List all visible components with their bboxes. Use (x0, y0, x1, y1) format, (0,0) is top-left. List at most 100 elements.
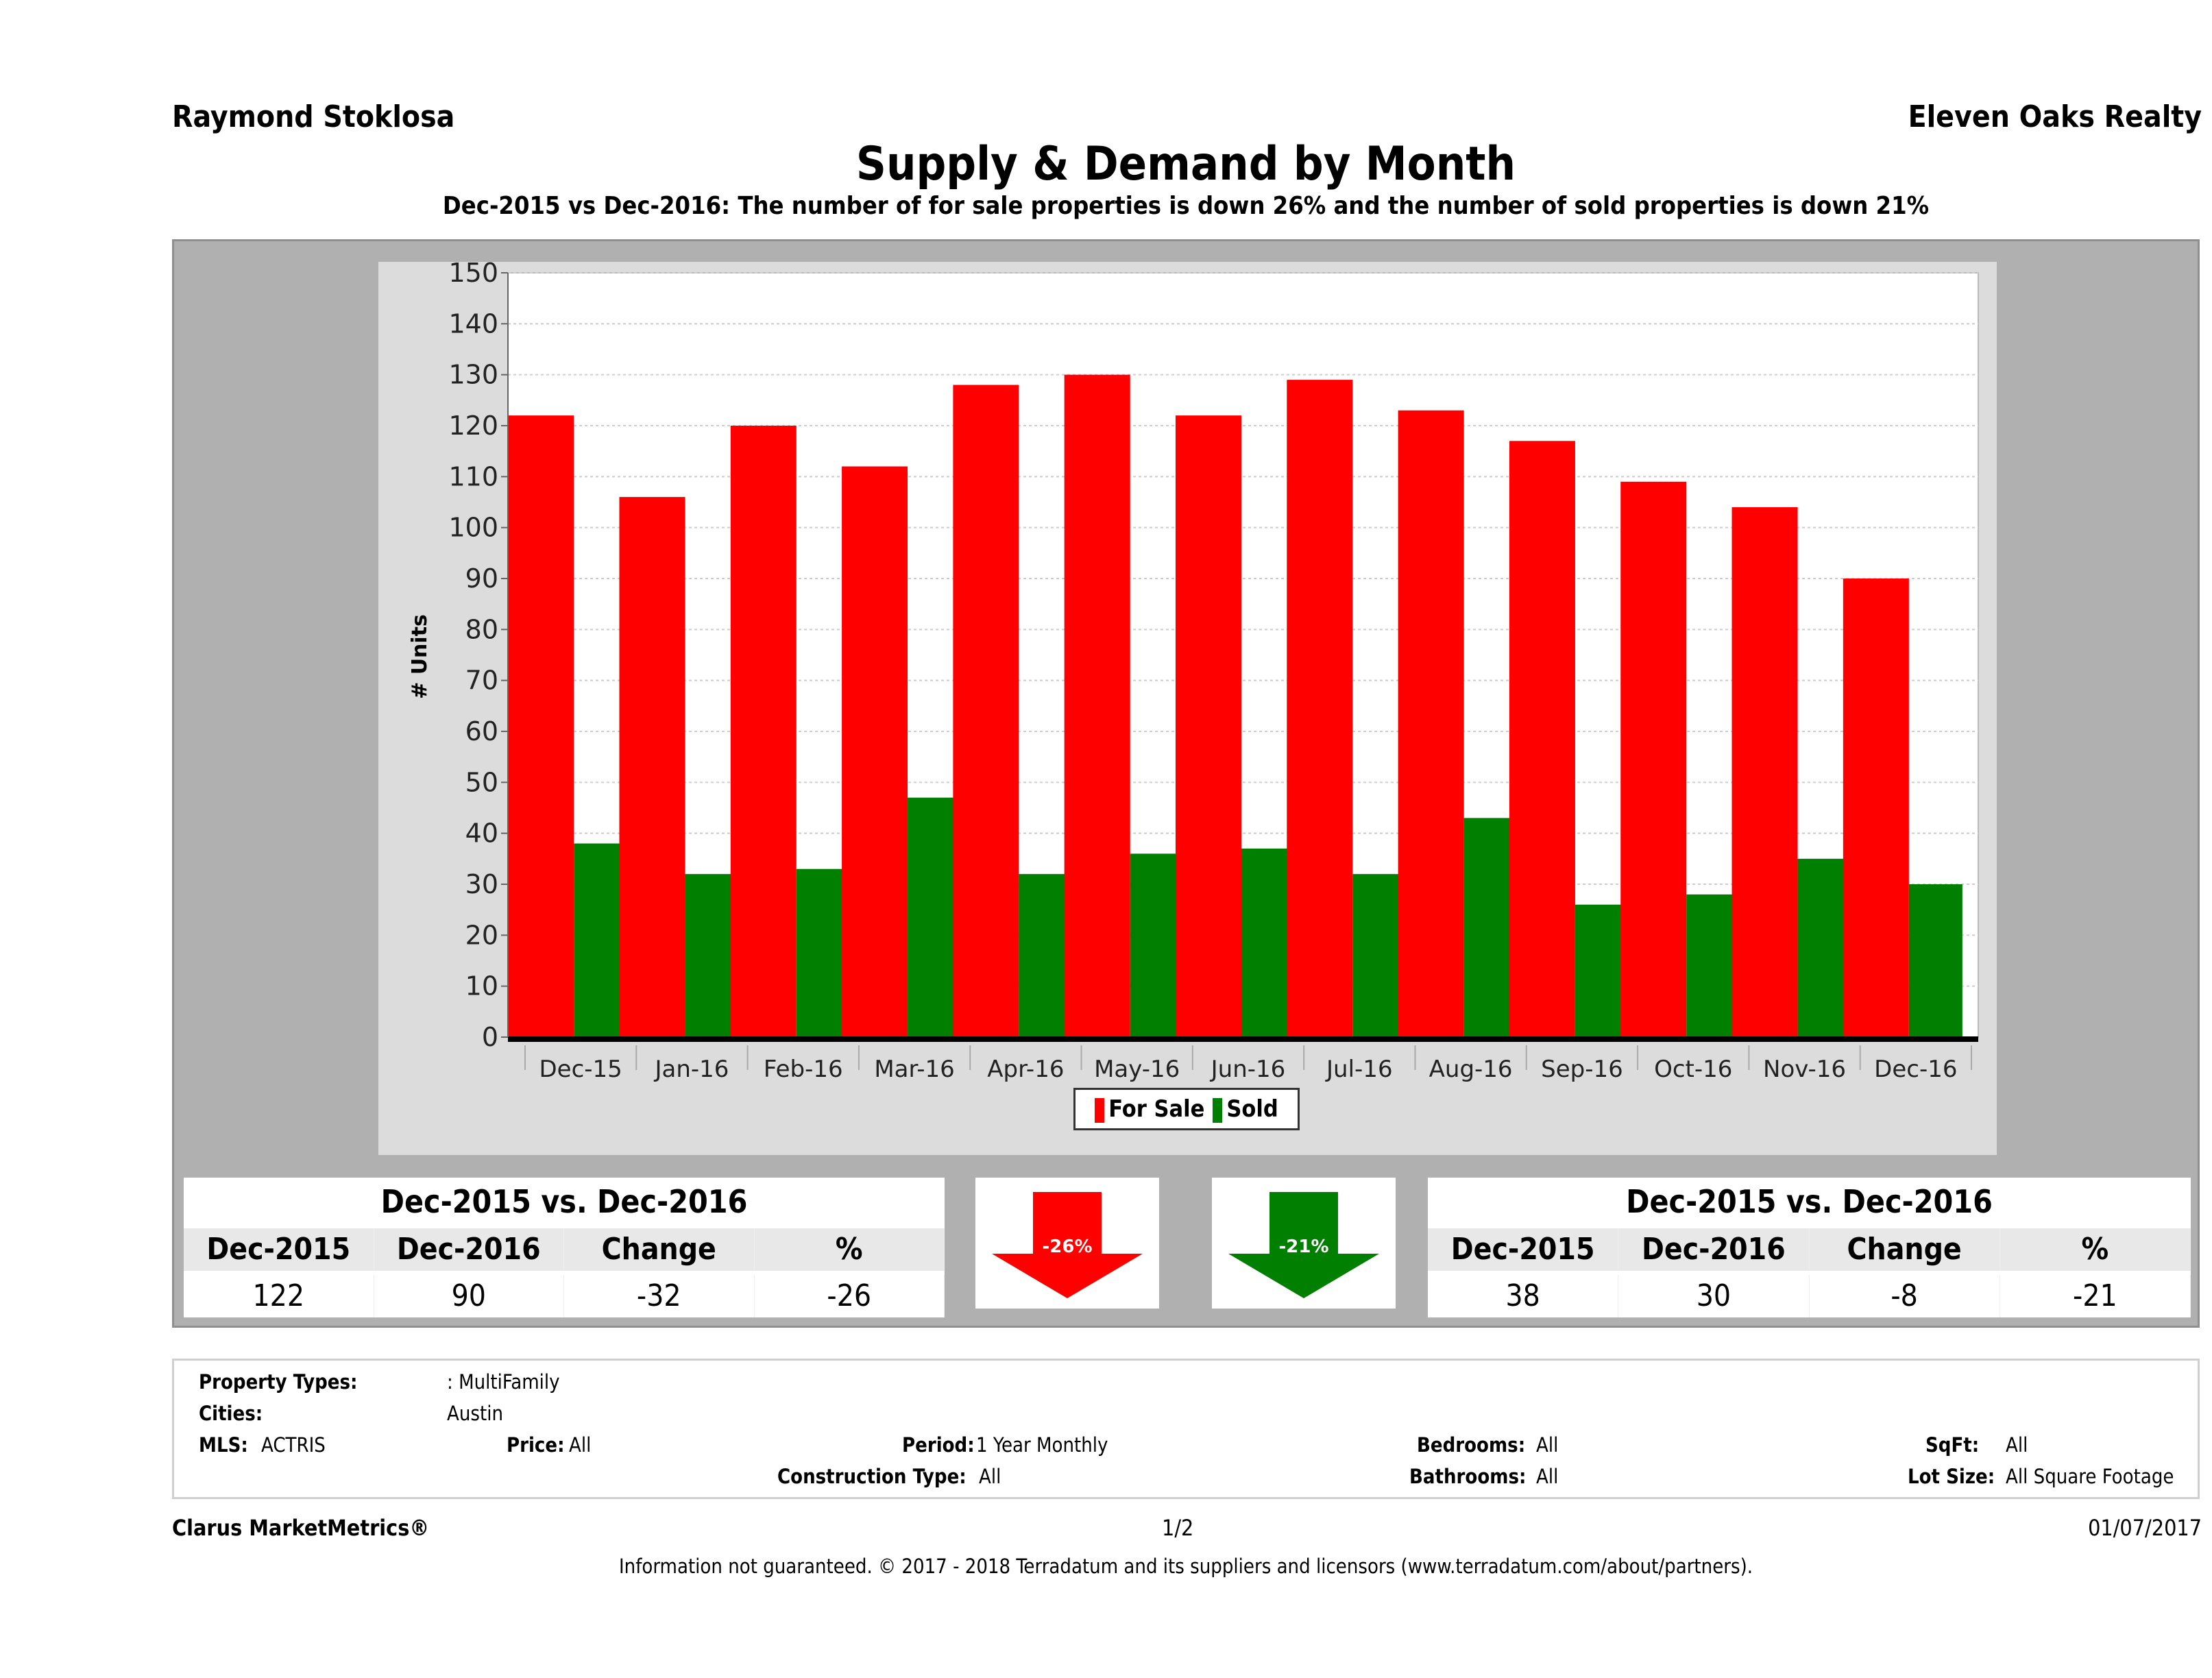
x-tick-label: Jan-16 (653, 1056, 729, 1083)
property-types-value: : MultiFamily (447, 1370, 560, 1394)
bar-for-sale-jun-16 (1176, 415, 1241, 1037)
x-tick-label: May-16 (1094, 1056, 1180, 1083)
bedrooms-label: Bedrooms: (1417, 1433, 1526, 1457)
bar-for-sale-jul-16 (1287, 380, 1353, 1037)
mls-value: ACTRIS (261, 1433, 326, 1457)
legend-label-for-sale: For Sale (1108, 1095, 1205, 1123)
x-tick-label: Dec-16 (1874, 1056, 1957, 1083)
bar-sold-oct-16 (1686, 894, 1740, 1037)
bar-for-sale-dec-15 (508, 415, 574, 1037)
y-tick-label: 50 (465, 767, 498, 797)
property-types-label: Property Types: (199, 1370, 358, 1394)
bar-sold-may-16 (1130, 853, 1184, 1037)
sold-summary-table: Dec-2015 vs. Dec-2016 Dec-2015 Dec-2016 … (1428, 1178, 2191, 1317)
legend-item-for-sale: For Sale (1095, 1095, 1204, 1123)
legend-label-sold: Sold (1226, 1095, 1278, 1123)
value-cell: 90 (374, 1275, 564, 1317)
y-tick-label: 30 (465, 869, 498, 899)
bar-sold-dec-16 (1908, 884, 1962, 1037)
y-tick-label: 140 (448, 308, 498, 339)
y-tick-labels: 0 10 20 30 40 50 60 70 80 90 100 110 120 130 140 150 (448, 258, 498, 1052)
price-label: Price: (507, 1433, 565, 1457)
sqft-value: All (2006, 1433, 2028, 1457)
x-tick-label: Sep-16 (1541, 1056, 1623, 1083)
bar-for-sale-feb-16 (730, 426, 797, 1037)
bar-for-sale-dec-16 (1843, 579, 1909, 1037)
product-name: Clarus MarketMetrics® (172, 1515, 430, 1541)
bedrooms-value: All (1536, 1433, 1559, 1457)
construction-type-label: Construction Type: (777, 1465, 967, 1488)
down-arrow-green-icon: -21% (1228, 1191, 1379, 1298)
y-tick-label: 20 (465, 920, 498, 950)
y-tick-label: 40 (465, 818, 498, 849)
summary-heading: Dec-2015 vs. Dec-2016 (380, 1183, 748, 1220)
summary-values-row: 122 90 -32 -26 (184, 1275, 945, 1317)
sqft-label: SqFt: (1925, 1433, 1980, 1457)
value-cell: -8 (1810, 1275, 2000, 1317)
value-cell: -26 (755, 1275, 945, 1317)
search-criteria-box: Property Types: : MultiFamily Cities: Au… (172, 1359, 2200, 1499)
column-header: Dec-2016 (374, 1228, 564, 1271)
value-cell: -32 (564, 1275, 755, 1317)
report-subtitle: Dec-2015 vs Dec-2016: The number of for … (442, 192, 1930, 220)
x-tick-label: Nov-16 (1763, 1056, 1846, 1083)
bar-sold-apr-16 (1019, 874, 1073, 1037)
sold-change-indicator: -21% (1212, 1178, 1396, 1309)
legend-item-sold: Sold (1213, 1095, 1278, 1123)
x-tick-label: Dec-15 (539, 1056, 622, 1083)
value-cell: -21 (2000, 1275, 2191, 1317)
sold-arrow-label: -21% (1278, 1237, 1328, 1257)
lot-size-label: Lot Size: (1908, 1465, 1995, 1488)
axes (501, 272, 1978, 1070)
bar-sold-nov-16 (1797, 858, 1851, 1037)
y-tick-label: 80 (465, 614, 498, 644)
bar-for-sale-aug-16 (1398, 410, 1464, 1037)
value-cell: 38 (1428, 1275, 1619, 1317)
y-tick-label: 10 (465, 971, 498, 1001)
bar-sold-aug-16 (1463, 818, 1518, 1037)
y-tick-label: 120 (448, 411, 498, 441)
bar-for-sale-nov-16 (1731, 507, 1798, 1037)
cities-label: Cities: (199, 1402, 263, 1425)
summary-column-headers: Dec-2015 Dec-2016 Change % (184, 1228, 945, 1271)
bar-for-sale-oct-16 (1620, 481, 1687, 1037)
bar-for-sale-may-16 (1064, 374, 1130, 1037)
column-header: Dec-2015 (1428, 1228, 1619, 1271)
bar-sold-jun-16 (1241, 848, 1295, 1037)
y-tick-label: 0 (482, 1022, 498, 1052)
y-tick-label: 110 (448, 461, 498, 491)
for-sale-change-indicator: -26% (975, 1178, 1159, 1309)
for-sale-arrow-label: -26% (1042, 1237, 1092, 1257)
construction-type-value: All (979, 1465, 1001, 1488)
x-tick-label: Mar-16 (874, 1056, 955, 1083)
legend-swatch-for-sale (1095, 1097, 1105, 1123)
chart-legend: For Sale Sold (1073, 1088, 1300, 1130)
x-tick-label: Feb-16 (764, 1056, 843, 1083)
y-tick-label: 130 (448, 360, 498, 390)
cities-value: Austin (447, 1402, 503, 1425)
bar-sold-dec-15 (574, 843, 628, 1037)
bar-for-sale-jan-16 (619, 497, 685, 1037)
y-axis-label: # Units (408, 614, 432, 699)
lot-size-value: All Square Footage (2006, 1465, 2174, 1488)
bathrooms-value: All (1536, 1465, 1559, 1488)
bar-for-sale-sep-16 (1509, 441, 1575, 1037)
for-sale-summary-table: Dec-2015 vs. Dec-2016 Dec-2015 Dec-2016 … (184, 1178, 945, 1317)
period-value: 1 Year Monthly (976, 1433, 1108, 1457)
bar-for-sale-mar-16 (842, 466, 908, 1037)
mls-label: MLS: (199, 1433, 248, 1457)
agent-name: Raymond Stoklosa (172, 99, 455, 134)
report-date: 01/07/2017 (2088, 1515, 2202, 1541)
down-arrow-red-icon: -26% (992, 1191, 1143, 1298)
bar-sold-sep-16 (1575, 904, 1629, 1037)
summary-heading: Dec-2015 vs. Dec-2016 (1626, 1183, 1993, 1220)
bar-sold-feb-16 (796, 868, 850, 1037)
column-header: % (2000, 1228, 2191, 1271)
y-tick-label: 100 (448, 513, 498, 543)
summary-values-row: 38 30 -8 -21 (1428, 1275, 2191, 1317)
period-label: Period: (902, 1433, 975, 1457)
column-header: Change (1810, 1228, 2000, 1271)
brokerage-name: Eleven Oaks Realty (1908, 99, 2202, 134)
bars (508, 374, 1962, 1037)
disclaimer: Information not guaranteed. © 2017 - 201… (618, 1555, 1753, 1578)
